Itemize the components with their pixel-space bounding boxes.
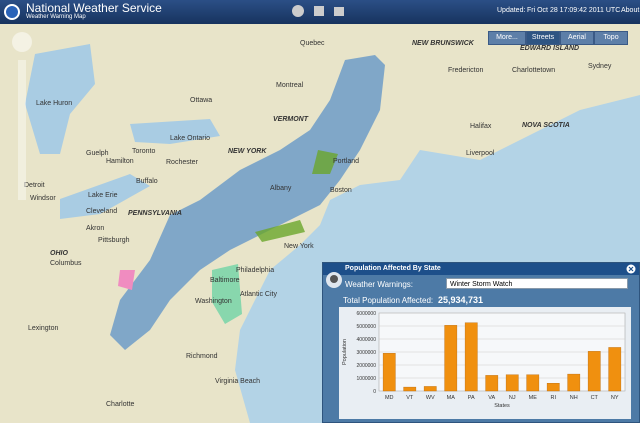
map-button[interactable]: Topo bbox=[594, 31, 628, 45]
close-button[interactable] bbox=[626, 264, 636, 274]
x-tick-label: NJ bbox=[509, 395, 516, 401]
map-label: VERMONT bbox=[273, 116, 309, 123]
map-label: Pittsburgh bbox=[98, 237, 130, 244]
map-label: Ottawa bbox=[190, 97, 212, 104]
map-label: PENNSYLVANIA bbox=[128, 210, 182, 217]
map-label: Virginia Beach bbox=[215, 378, 260, 385]
map-label: Lexington bbox=[28, 325, 58, 332]
panel-title: Population Affected By State bbox=[323, 263, 639, 275]
map-label: NEW BRUNSWICK bbox=[412, 40, 475, 47]
app-subtitle: Weather Warning Map bbox=[26, 14, 86, 20]
bar bbox=[587, 351, 601, 392]
bar bbox=[526, 374, 540, 392]
x-tick-label: NY bbox=[611, 395, 619, 401]
map-label: Richmond bbox=[186, 353, 218, 360]
app-title: National Weather Service bbox=[26, 1, 162, 15]
population-panel: Population Affected By State Weather War… bbox=[322, 262, 640, 423]
x-tick-label: ME bbox=[529, 395, 538, 401]
bar bbox=[505, 374, 519, 392]
map-label: Washington bbox=[195, 298, 232, 305]
map-label: Detroit bbox=[24, 182, 45, 189]
y-tick-label: 5000000 bbox=[357, 324, 377, 330]
x-tick-label: VA bbox=[488, 395, 495, 401]
bar-chart: 0 1000000 2000000 3000000 4000000 5000000 6000… bbox=[339, 307, 631, 419]
map-label: Rochester bbox=[166, 159, 199, 166]
zoom-control[interactable] bbox=[12, 32, 32, 200]
map-label: Portland bbox=[333, 158, 359, 165]
map-label: Lake Huron bbox=[36, 100, 72, 107]
y-tick-label: 4000000 bbox=[357, 337, 377, 343]
map-label: Fredericton bbox=[448, 67, 484, 74]
x-tick-label: MA bbox=[447, 395, 456, 401]
x-tick-label: PA bbox=[468, 395, 475, 401]
map-label: Lake Erie bbox=[88, 192, 118, 199]
map-label: NEW YORK bbox=[228, 148, 267, 155]
map-button[interactable]: More... bbox=[488, 31, 526, 45]
y-tick-label: 0 bbox=[373, 389, 376, 395]
panel-icon bbox=[326, 272, 342, 288]
y-tick-label: 1000000 bbox=[357, 376, 377, 382]
timestamp: Fri Oct 28 17:09:42 2011 UTC bbox=[527, 7, 621, 14]
map-label: Akron bbox=[86, 225, 104, 232]
bar bbox=[444, 325, 458, 392]
map-label: Halifax bbox=[470, 123, 492, 130]
total-value: 25,934,731 bbox=[438, 295, 484, 305]
bar bbox=[485, 375, 499, 392]
x-tick-label: CT bbox=[591, 395, 599, 401]
map-label: Charlotte bbox=[106, 401, 135, 408]
map-button[interactable]: Streets bbox=[526, 31, 560, 45]
x-tick-label: NH bbox=[570, 395, 578, 401]
bar bbox=[546, 382, 560, 392]
map-label: Atlantic City bbox=[240, 291, 277, 298]
map-label: Quebec bbox=[300, 40, 325, 47]
map-label: Baltimore bbox=[210, 277, 240, 284]
bar bbox=[403, 386, 417, 392]
updated-label: Updated: bbox=[497, 7, 526, 14]
map-label: Toronto bbox=[132, 148, 155, 155]
x-tick-label: VT bbox=[406, 395, 414, 401]
map-label: Sydney bbox=[588, 63, 612, 70]
x-tick-label: MD bbox=[385, 395, 394, 401]
nws-logo bbox=[4, 4, 20, 20]
x-tick-label: WV bbox=[426, 395, 435, 401]
map-label: Columbus bbox=[50, 260, 82, 267]
map-label: Charlottetown bbox=[512, 67, 555, 74]
map-label: Philadelphia bbox=[236, 267, 274, 274]
x-tick-label: RI bbox=[551, 395, 557, 401]
y-axis-title: Population bbox=[342, 339, 348, 365]
dropdown-value: Winter Storm Watch bbox=[450, 281, 513, 288]
map-label: New York bbox=[284, 243, 314, 250]
bar bbox=[423, 386, 437, 392]
bar bbox=[464, 322, 478, 392]
warnings-label: Weather Warnings: bbox=[345, 280, 414, 289]
about-link[interactable]: About bbox=[621, 7, 640, 14]
y-tick-label: 2000000 bbox=[357, 363, 377, 369]
map-label: Montreal bbox=[276, 82, 304, 89]
x-axis-title: States bbox=[494, 403, 510, 409]
map-label: Windsor bbox=[30, 195, 56, 202]
warning-dropdown[interactable]: Winter Storm Watch bbox=[446, 278, 628, 289]
bar bbox=[382, 353, 396, 392]
bar bbox=[608, 347, 622, 392]
y-tick-label: 6000000 bbox=[357, 311, 377, 317]
map-label: Buffalo bbox=[136, 178, 158, 185]
toolbar-icons[interactable] bbox=[290, 3, 350, 21]
map-label: NOVA SCOTIA bbox=[522, 122, 570, 129]
map-label: Guelph bbox=[86, 150, 109, 157]
y-tick-label: 3000000 bbox=[357, 350, 377, 356]
map-label: EDWARD ISLAND bbox=[520, 45, 579, 52]
map-label: OHIO bbox=[50, 250, 68, 257]
map-label: Boston bbox=[330, 187, 352, 194]
app-header: National Weather Service Weather Warning… bbox=[0, 0, 640, 24]
map-label: Cleveland bbox=[86, 208, 117, 215]
bar bbox=[567, 373, 581, 392]
map-label: Hamilton bbox=[106, 158, 134, 165]
map-label: Lake Ontario bbox=[170, 135, 210, 142]
map-label: Liverpool bbox=[466, 150, 495, 157]
map-button[interactable]: Aerial bbox=[560, 31, 594, 45]
total-label: Total Population Affected: bbox=[343, 296, 434, 305]
map-label: Albany bbox=[270, 185, 292, 192]
